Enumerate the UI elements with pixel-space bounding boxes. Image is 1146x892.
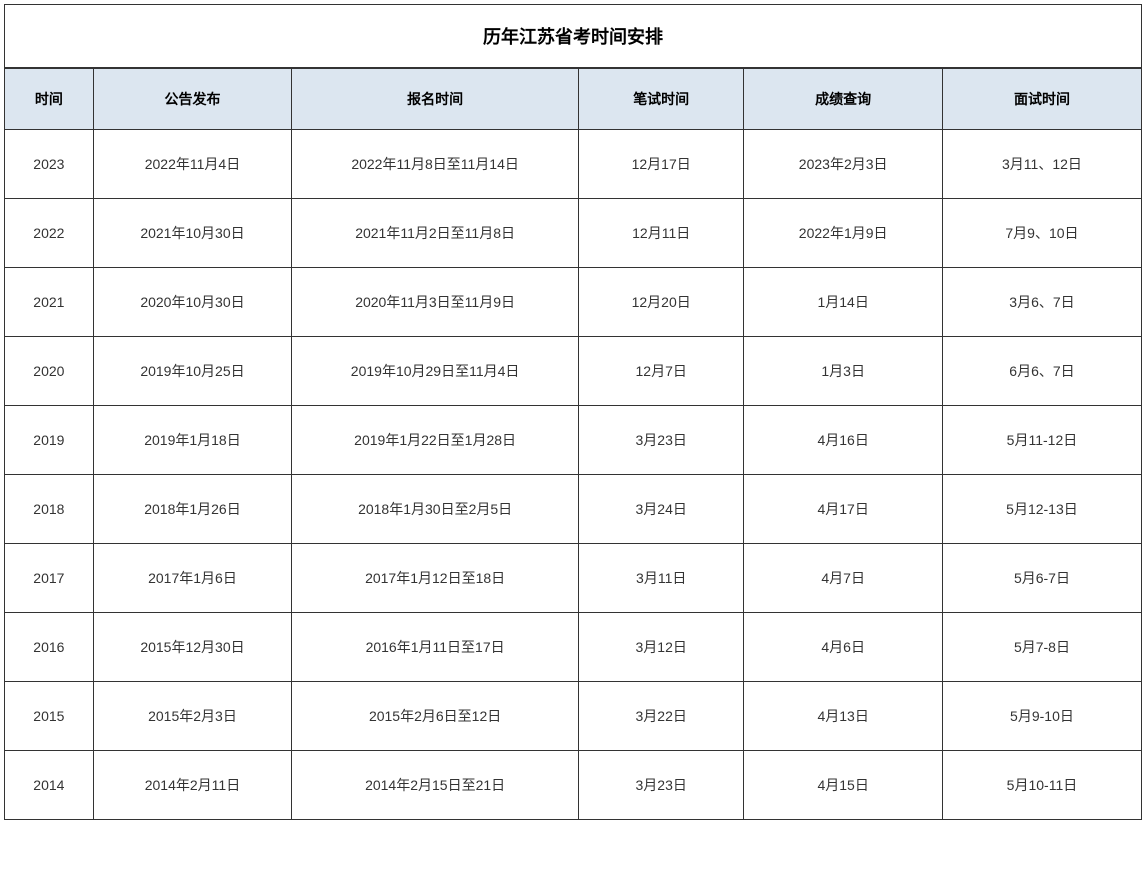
cell-time: 2023 xyxy=(5,130,93,199)
cell-score: 4月13日 xyxy=(744,682,943,751)
cell-interview: 3月6、7日 xyxy=(942,268,1141,337)
cell-score: 4月15日 xyxy=(744,751,943,820)
cell-time: 2017 xyxy=(5,544,93,613)
table-row: 2015 2015年2月3日 2015年2月6日至12日 3月22日 4月13日… xyxy=(5,682,1141,751)
cell-score: 2022年1月9日 xyxy=(744,199,943,268)
cell-written: 3月11日 xyxy=(578,544,743,613)
cell-register: 2021年11月2日至11月8日 xyxy=(292,199,579,268)
header-written: 笔试时间 xyxy=(578,69,743,130)
cell-score: 4月16日 xyxy=(744,406,943,475)
table-row: 2020 2019年10月25日 2019年10月29日至11月4日 12月7日… xyxy=(5,337,1141,406)
table-row: 2023 2022年11月4日 2022年11月8日至11月14日 12月17日… xyxy=(5,130,1141,199)
cell-announce: 2020年10月30日 xyxy=(93,268,292,337)
cell-time: 2016 xyxy=(5,613,93,682)
cell-register: 2018年1月30日至2月5日 xyxy=(292,475,579,544)
cell-register: 2019年1月22日至1月28日 xyxy=(292,406,579,475)
table-row: 2017 2017年1月6日 2017年1月12日至18日 3月11日 4月7日… xyxy=(5,544,1141,613)
cell-announce: 2018年1月26日 xyxy=(93,475,292,544)
cell-announce: 2019年10月25日 xyxy=(93,337,292,406)
cell-announce: 2015年12月30日 xyxy=(93,613,292,682)
cell-interview: 5月7-8日 xyxy=(942,613,1141,682)
header-score: 成绩查询 xyxy=(744,69,943,130)
header-interview: 面试时间 xyxy=(942,69,1141,130)
table-header-row: 时间 公告发布 报名时间 笔试时间 成绩查询 面试时间 xyxy=(5,69,1141,130)
cell-written: 3月23日 xyxy=(578,406,743,475)
cell-time: 2020 xyxy=(5,337,93,406)
cell-interview: 7月9、10日 xyxy=(942,199,1141,268)
cell-register: 2022年11月8日至11月14日 xyxy=(292,130,579,199)
cell-written: 12月20日 xyxy=(578,268,743,337)
schedule-table-container: 历年江苏省考时间安排 时间 公告发布 报名时间 笔试时间 成绩查询 面试时间 2… xyxy=(4,4,1142,820)
cell-score: 4月7日 xyxy=(744,544,943,613)
header-time: 时间 xyxy=(5,69,93,130)
cell-written: 12月7日 xyxy=(578,337,743,406)
table-body: 2023 2022年11月4日 2022年11月8日至11月14日 12月17日… xyxy=(5,130,1141,820)
cell-score: 4月17日 xyxy=(744,475,943,544)
table-row: 2019 2019年1月18日 2019年1月22日至1月28日 3月23日 4… xyxy=(5,406,1141,475)
table-title: 历年江苏省考时间安排 xyxy=(5,5,1141,68)
schedule-table: 时间 公告发布 报名时间 笔试时间 成绩查询 面试时间 2023 2022年11… xyxy=(5,68,1141,819)
cell-time: 2019 xyxy=(5,406,93,475)
cell-register: 2016年1月11日至17日 xyxy=(292,613,579,682)
cell-score: 2023年2月3日 xyxy=(744,130,943,199)
cell-time: 2014 xyxy=(5,751,93,820)
cell-announce: 2021年10月30日 xyxy=(93,199,292,268)
cell-announce: 2019年1月18日 xyxy=(93,406,292,475)
header-register: 报名时间 xyxy=(292,69,579,130)
cell-interview: 5月6-7日 xyxy=(942,544,1141,613)
cell-written: 3月24日 xyxy=(578,475,743,544)
table-row: 2014 2014年2月11日 2014年2月15日至21日 3月23日 4月1… xyxy=(5,751,1141,820)
table-row: 2022 2021年10月30日 2021年11月2日至11月8日 12月11日… xyxy=(5,199,1141,268)
cell-announce: 2015年2月3日 xyxy=(93,682,292,751)
cell-announce: 2017年1月6日 xyxy=(93,544,292,613)
cell-announce: 2014年2月11日 xyxy=(93,751,292,820)
cell-announce: 2022年11月4日 xyxy=(93,130,292,199)
cell-score: 1月14日 xyxy=(744,268,943,337)
cell-register: 2015年2月6日至12日 xyxy=(292,682,579,751)
cell-time: 2021 xyxy=(5,268,93,337)
table-row: 2016 2015年12月30日 2016年1月11日至17日 3月12日 4月… xyxy=(5,613,1141,682)
cell-written: 12月17日 xyxy=(578,130,743,199)
cell-interview: 6月6、7日 xyxy=(942,337,1141,406)
cell-register: 2019年10月29日至11月4日 xyxy=(292,337,579,406)
cell-interview: 3月11、12日 xyxy=(942,130,1141,199)
cell-register: 2017年1月12日至18日 xyxy=(292,544,579,613)
cell-register: 2014年2月15日至21日 xyxy=(292,751,579,820)
cell-interview: 5月10-11日 xyxy=(942,751,1141,820)
cell-interview: 5月11-12日 xyxy=(942,406,1141,475)
cell-time: 2022 xyxy=(5,199,93,268)
table-row: 2018 2018年1月26日 2018年1月30日至2月5日 3月24日 4月… xyxy=(5,475,1141,544)
cell-register: 2020年11月3日至11月9日 xyxy=(292,268,579,337)
cell-score: 1月3日 xyxy=(744,337,943,406)
cell-interview: 5月12-13日 xyxy=(942,475,1141,544)
cell-written: 3月23日 xyxy=(578,751,743,820)
cell-time: 2018 xyxy=(5,475,93,544)
cell-written: 12月11日 xyxy=(578,199,743,268)
cell-interview: 5月9-10日 xyxy=(942,682,1141,751)
cell-time: 2015 xyxy=(5,682,93,751)
table-row: 2021 2020年10月30日 2020年11月3日至11月9日 12月20日… xyxy=(5,268,1141,337)
cell-score: 4月6日 xyxy=(744,613,943,682)
cell-written: 3月12日 xyxy=(578,613,743,682)
header-announce: 公告发布 xyxy=(93,69,292,130)
cell-written: 3月22日 xyxy=(578,682,743,751)
